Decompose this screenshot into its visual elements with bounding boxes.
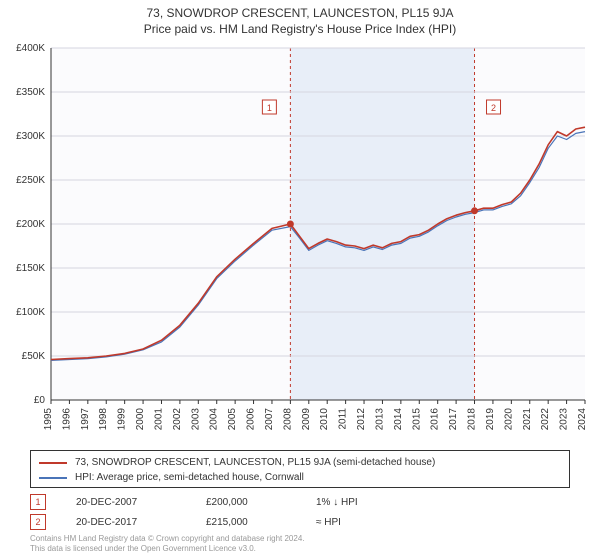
legend-row: 73, SNOWDROP CRESCENT, LAUNCESTON, PL15 …	[39, 455, 561, 470]
svg-text:£150K: £150K	[16, 263, 45, 274]
footer-line-2: This data is licensed under the Open Gov…	[30, 544, 570, 554]
svg-text:1998: 1998	[98, 408, 109, 431]
legend-row: HPI: Average price, semi-detached house,…	[39, 470, 561, 485]
svg-text:1997: 1997	[80, 408, 91, 431]
events-table: 1 20-DEC-2007 £200,000 1% ↓ HPI 2 20-DEC…	[30, 494, 570, 530]
svg-text:2013: 2013	[374, 408, 385, 431]
svg-text:£300K: £300K	[16, 131, 45, 142]
event-marker-2: 2	[30, 514, 46, 530]
svg-text:2009: 2009	[301, 408, 312, 431]
event-row: 1 20-DEC-2007 £200,000 1% ↓ HPI	[30, 494, 570, 510]
svg-text:2015: 2015	[411, 408, 422, 431]
svg-text:2019: 2019	[485, 408, 496, 431]
svg-text:2018: 2018	[467, 408, 478, 431]
chart-subtitle: Price paid vs. HM Land Registry's House …	[0, 22, 600, 36]
svg-text:£350K: £350K	[16, 87, 45, 98]
chart-titles: 73, SNOWDROP CRESCENT, LAUNCESTON, PL15 …	[0, 0, 600, 36]
event-row: 2 20-DEC-2017 £215,000 ≈ HPI	[30, 514, 570, 530]
svg-text:1995: 1995	[43, 408, 54, 431]
svg-text:£50K: £50K	[22, 351, 46, 362]
svg-text:2005: 2005	[227, 408, 238, 431]
svg-text:2007: 2007	[264, 408, 275, 431]
svg-text:£400K: £400K	[16, 43, 45, 54]
svg-text:2023: 2023	[559, 408, 570, 431]
legend: 73, SNOWDROP CRESCENT, LAUNCESTON, PL15 …	[30, 450, 570, 488]
svg-text:2022: 2022	[540, 408, 551, 431]
footer-line-1: Contains HM Land Registry data © Crown c…	[30, 534, 570, 544]
svg-text:2011: 2011	[338, 408, 349, 430]
chart-area: £0 £50K £100K £150K £200K £250K £300K £350K £400…	[5, 40, 595, 440]
svg-text:1999: 1999	[117, 408, 128, 431]
event-price: £215,000	[206, 517, 286, 528]
chart-title: 73, SNOWDROP CRESCENT, LAUNCESTON, PL15 …	[0, 6, 600, 20]
svg-text:2003: 2003	[190, 408, 201, 431]
svg-text:2002: 2002	[172, 408, 183, 431]
svg-text:£250K: £250K	[16, 175, 45, 186]
svg-text:2016: 2016	[430, 408, 441, 431]
event-note: 1% ↓ HPI	[316, 497, 358, 508]
svg-text:2010: 2010	[319, 408, 330, 431]
footer: Contains HM Land Registry data © Crown c…	[30, 534, 570, 555]
svg-text:£100K: £100K	[16, 307, 45, 318]
event-price: £200,000	[206, 497, 286, 508]
svg-text:1996: 1996	[61, 408, 72, 431]
svg-text:2000: 2000	[135, 408, 146, 431]
svg-text:1: 1	[267, 103, 272, 113]
svg-text:2006: 2006	[246, 408, 257, 431]
svg-text:2012: 2012	[356, 408, 367, 431]
legend-swatch-1	[39, 462, 67, 464]
svg-text:£200K: £200K	[16, 219, 45, 230]
line-chart-svg: £0 £50K £100K £150K £200K £250K £300K £350K £400…	[5, 40, 595, 440]
svg-text:2021: 2021	[522, 408, 533, 431]
svg-text:2024: 2024	[577, 408, 588, 431]
svg-text:2: 2	[491, 103, 496, 113]
svg-text:2020: 2020	[503, 408, 514, 431]
legend-label-1: 73, SNOWDROP CRESCENT, LAUNCESTON, PL15 …	[75, 455, 435, 470]
event-marker-1: 1	[30, 494, 46, 510]
svg-text:2017: 2017	[448, 408, 459, 431]
svg-text:£0: £0	[34, 395, 46, 406]
svg-text:2004: 2004	[209, 408, 220, 431]
event-note: ≈ HPI	[316, 517, 341, 528]
event-date: 20-DEC-2007	[76, 497, 176, 508]
svg-text:2001: 2001	[153, 408, 164, 431]
svg-text:2014: 2014	[393, 408, 404, 431]
event-date: 20-DEC-2017	[76, 517, 176, 528]
legend-swatch-2	[39, 477, 67, 479]
legend-label-2: HPI: Average price, semi-detached house,…	[75, 470, 304, 485]
svg-text:2008: 2008	[282, 408, 293, 431]
